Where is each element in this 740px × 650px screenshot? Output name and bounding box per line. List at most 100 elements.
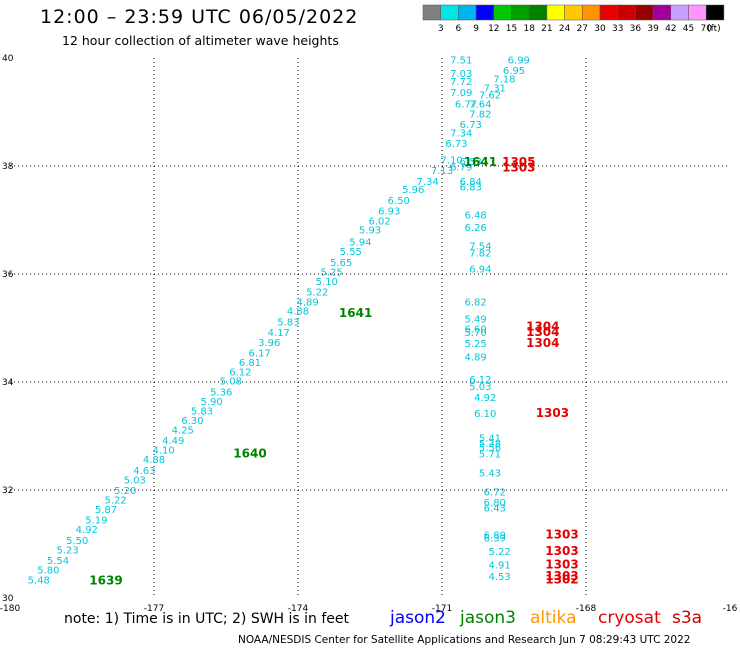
colorbar-swatch [635, 4, 654, 21]
colorbar-swatch [546, 4, 565, 21]
swh-value: 6.60 [464, 324, 486, 335]
swh-value: 7.09 [450, 88, 472, 99]
pass-number: 1304 [526, 325, 559, 339]
swh-value: 4.17 [268, 328, 290, 339]
colorbar-swatch [617, 4, 636, 21]
swh-value: 6.82 [464, 297, 486, 308]
pass-number: 1303 [545, 544, 578, 558]
x-tick-label: -177 [144, 604, 164, 614]
colorbar-swatch [652, 4, 672, 21]
x-tick-label: -171 [432, 604, 452, 614]
swh-value: 6.84 [460, 177, 482, 188]
swh-value: 5.08 [220, 377, 242, 388]
pass-number: 1304 [526, 336, 559, 350]
swh-value: 6.17 [248, 349, 270, 360]
swh-value: 7.10 [440, 155, 462, 166]
swh-value: 7.31 [484, 83, 506, 94]
swh-value: 4.88 [143, 455, 165, 466]
swh-value: 6.83 [460, 182, 482, 193]
legend-altika: altika [530, 608, 577, 628]
swh-value: 5.23 [56, 546, 78, 557]
swh-value: 4.92 [76, 525, 98, 536]
swh-value: 5.87 [95, 505, 117, 516]
swh-value: 5.10 [316, 277, 338, 288]
swh-value: 5.80 [37, 566, 59, 577]
colorbar-label: 3 [438, 24, 444, 34]
swh-value: 5.25 [320, 268, 342, 279]
colorbar-swatch [422, 4, 441, 21]
colorbar-label: 30 [594, 24, 606, 34]
y-tick-label: 40 [2, 54, 14, 64]
swh-value: 5.83 [191, 406, 213, 417]
swh-value: 6.93 [378, 207, 400, 218]
legend-cryosat: cryosat [598, 608, 661, 628]
swh-value: 4.25 [172, 425, 194, 436]
swh-value: 6.99 [508, 55, 530, 66]
colorbar-label: 42 [665, 24, 676, 34]
colorbar-swatch [475, 4, 495, 21]
swh-value: 5.03 [469, 382, 491, 393]
swh-value: 5.70 [464, 328, 486, 339]
swh-value: 7.72 [450, 77, 472, 88]
swh-value: 7.64 [469, 100, 491, 111]
colorbar-label: 27 [577, 24, 588, 34]
swh-value: 5.56 [479, 443, 501, 454]
swh-value: 4.10 [152, 445, 174, 456]
pass-number: 1303 [536, 406, 569, 420]
pass-number: 1303 [545, 557, 578, 571]
swh-value: 6.12 [229, 368, 251, 379]
swh-value: 5.22 [306, 288, 328, 299]
swh-value: 4.89 [464, 352, 486, 363]
swh-value: 6.73 [460, 120, 482, 131]
swh-value: 4.92 [474, 393, 496, 404]
swh-value: 4.63 [133, 466, 155, 477]
colorbar-label: 12 [488, 24, 499, 34]
swh-value: 7.62 [479, 91, 501, 102]
swh-value: 6.72 [484, 487, 506, 498]
swh-value: 5.38 [479, 439, 501, 450]
colorbar-swatch [705, 4, 725, 21]
swh-value: 6.48 [464, 210, 486, 221]
swh-value: 7.34 [416, 177, 438, 188]
pass-number: 1304 [526, 320, 559, 334]
swh-value: 6.12 [469, 375, 491, 386]
chart-title: 12:00 – 23:59 UTC 06/05/2022 [40, 6, 359, 28]
x-tick-label: -174 [288, 604, 309, 614]
swh-value: 6.53 [460, 157, 482, 168]
plot-grid [10, 58, 730, 598]
colorbar-label: 15 [506, 24, 517, 34]
swh-value: 6.73 [445, 139, 467, 150]
colorbar-label: 39 [647, 24, 659, 34]
colorbar-label: 21 [541, 24, 552, 34]
colorbar-swatch [458, 4, 477, 21]
swh-value: 6.95 [503, 66, 525, 77]
credit-line: NOAA/NESDIS Center for Satellite Applica… [238, 634, 691, 646]
swh-value: 7.51 [450, 55, 472, 66]
swh-value: 5.96 [402, 185, 424, 196]
colorbar-legend: 3 6 9 12 15 18 21 24 27 30 33 36 39 42 45 70(ft) [422, 4, 725, 34]
y-tick-label: 32 [2, 486, 13, 496]
swh-value: 7.54 [469, 242, 491, 253]
y-tick-label: 38 [2, 162, 14, 172]
y-tick-label: 36 [2, 270, 14, 280]
colorbar-label: 70 [700, 24, 712, 34]
swh-value: 5.48 [28, 575, 50, 586]
pass-labels: 1641 130513031641130413041304130316401303… [89, 155, 578, 588]
colorbar-label: 9 [473, 24, 479, 34]
swh-value: 5.83 [277, 317, 299, 328]
swh-value: 6.50 [388, 196, 410, 207]
swh-value: 5.22 [488, 547, 510, 558]
swh-value: 6.79 [450, 162, 472, 173]
swh-value: 5.50 [66, 536, 88, 547]
swh-value: 6.30 [181, 416, 203, 427]
swh-value: 3.96 [258, 338, 280, 349]
swh-value: 5.19 [85, 515, 107, 526]
colorbar-swatch [688, 4, 707, 21]
swh-value: 6.10 [474, 409, 496, 420]
swh-value: 4.91 [488, 560, 510, 571]
pass-number: 1302 [545, 572, 578, 586]
colorbar-swatch [564, 4, 583, 21]
swh-value: 5.03 [124, 476, 146, 487]
swh-value: 7.18 [493, 74, 515, 85]
